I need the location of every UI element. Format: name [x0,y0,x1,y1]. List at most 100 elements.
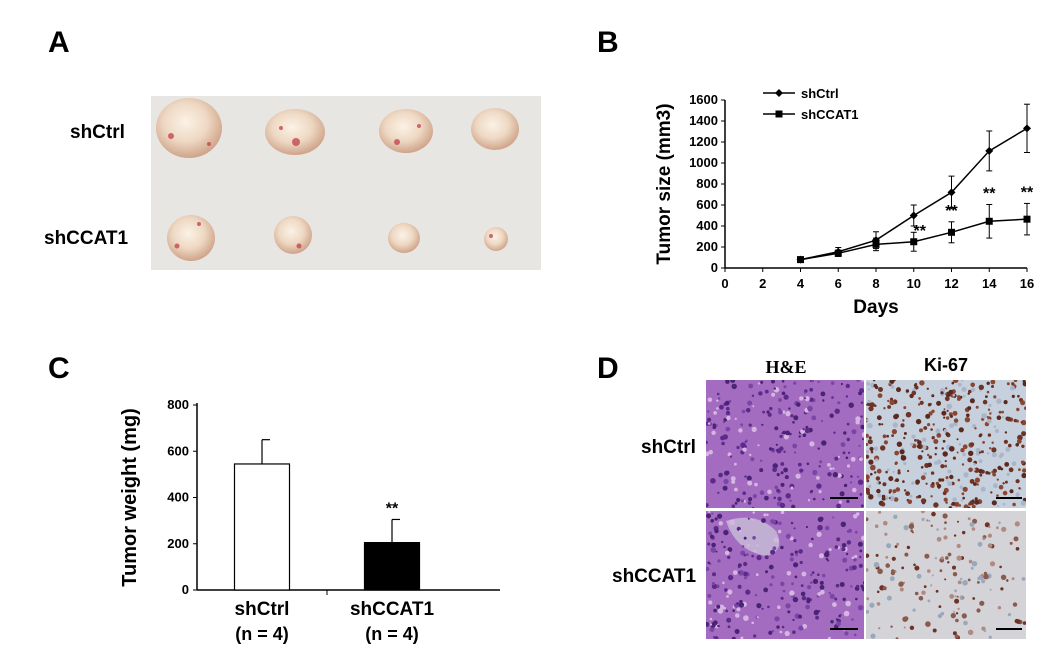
cell-nucleus [710,519,714,523]
cell-nucleus [740,423,744,427]
cell-nucleus [759,468,764,473]
cell-nucleus [747,400,753,406]
cell-nucleus [853,558,857,562]
x-tick-sublabel: (n = 4) [365,624,419,644]
cell-nucleus [989,588,992,591]
cell-nucleus [856,380,860,382]
cell-nucleus [804,396,810,402]
cell-nucleus [716,407,719,410]
cell-nucleus [882,482,887,487]
cell-nucleus [783,385,787,389]
cell-nucleus [729,519,735,526]
cell-nucleus [919,380,925,386]
cell-nucleus [714,528,719,534]
cell-nucleus [817,524,823,531]
y-tick-label: 0 [182,582,189,597]
cell-nucleus [1006,472,1010,476]
cell-nucleus [777,605,781,609]
cell-nucleus [948,389,954,395]
cell-nucleus [949,446,955,452]
cell-nucleus [903,616,909,621]
cell-nucleus [931,394,935,398]
cell-nucleus [784,475,789,480]
cell-nucleus [939,569,943,573]
cell-nucleus [1009,489,1014,494]
cell-nucleus [969,398,975,404]
cell-nucleus [914,439,917,442]
cell-nucleus [942,439,946,443]
cell-nucleus [920,475,926,481]
cell-nucleus [919,400,924,405]
cell-nucleus [725,380,730,384]
cell-nucleus [935,428,941,434]
cell-nucleus [896,542,900,546]
cell-nucleus [785,430,790,436]
cell-nucleus [900,423,905,428]
cell-nucleus [743,561,748,567]
cell-nucleus [1013,380,1018,383]
x-tick-label: 14 [982,276,997,291]
x-tick-label: 6 [835,276,842,291]
cell-nucleus [924,553,930,559]
cell-nucleus [868,494,874,500]
cell-nucleus [783,434,789,440]
cell-nucleus [1018,468,1021,471]
cell-nucleus [957,478,961,482]
cell-nucleus [986,390,990,394]
cell-nucleus [815,615,819,620]
cell-nucleus [707,397,713,403]
tumor-shccat1-4 [484,227,508,251]
cell-nucleus [1003,439,1008,444]
cell-nucleus [771,575,775,579]
cell-nucleus [735,613,740,618]
cell-nucleus [917,403,921,406]
cell-nucleus [996,478,999,481]
cell-nucleus [889,380,895,384]
cell-nucleus [775,449,778,452]
cell-nucleus [771,519,776,525]
cell-nucleus [967,506,971,508]
cell-nucleus [1009,541,1013,545]
cell-nucleus [1024,406,1026,410]
cell-nucleus [747,480,753,486]
cell-nucleus [716,392,720,396]
cell-nucleus [971,504,976,508]
cell-nucleus [866,479,870,483]
cell-nucleus [895,478,899,482]
x-tick-label: shCCAT1 [350,599,435,620]
cell-nucleus [938,478,942,482]
cell-nucleus [716,399,719,402]
cell-nucleus [919,428,923,433]
data-point-shCCAT1 [985,217,993,225]
cell-nucleus [859,549,863,553]
cell-nucleus [762,410,765,414]
cell-nucleus [790,552,794,557]
data-point-shCCAT1 [797,256,804,264]
cell-nucleus [793,562,799,568]
cell-nucleus [937,613,943,619]
cell-nucleus [860,424,864,430]
tumor-shccat1-1 [167,215,215,261]
cell-nucleus [861,586,864,592]
cell-nucleus [789,557,794,562]
cell-nucleus [984,522,990,528]
cell-nucleus [761,607,764,610]
cell-nucleus [763,587,769,593]
cell-nucleus [781,380,785,383]
cell-nucleus [834,408,840,414]
cell-nucleus [1015,547,1020,551]
cell-nucleus [793,539,797,543]
cell-nucleus [818,553,824,559]
cell-nucleus [996,415,1002,420]
cell-nucleus [927,599,931,603]
cell-nucleus [711,430,716,435]
cell-nucleus [816,483,822,489]
cell-nucleus [731,383,735,386]
cell-nucleus [986,419,992,424]
cell-nucleus [870,464,876,471]
cell-nucleus [1004,431,1008,434]
cell-nucleus [999,565,1002,569]
cell-nucleus [876,415,882,421]
cell-nucleus [936,528,939,531]
cell-nucleus [954,634,959,639]
